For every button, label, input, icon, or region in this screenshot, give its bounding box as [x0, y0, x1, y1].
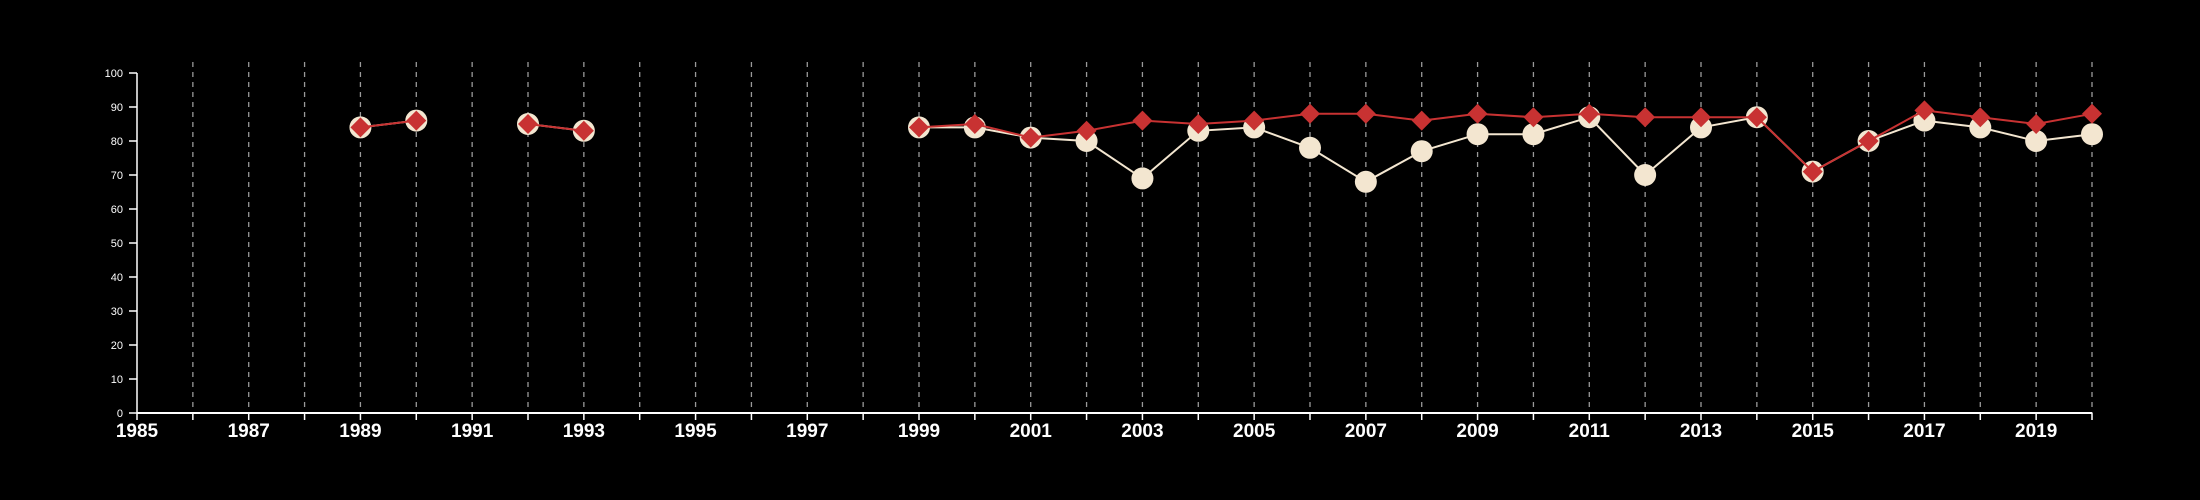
series-2-point — [1076, 120, 1097, 141]
series-2-point — [1635, 107, 1656, 128]
x-tick-label: 2011 — [1569, 421, 1611, 442]
series-2-point — [1244, 110, 1265, 131]
series-1-point — [1075, 130, 1098, 152]
series-2-point — [1746, 107, 1767, 128]
series-2-point — [1411, 110, 1432, 131]
x-tick-label: 2001 — [1010, 421, 1053, 442]
series-2-point — [1858, 131, 1879, 151]
series-2-point — [2082, 103, 2102, 124]
tick-labels: 0 10 20 30 40 50 60 70 80 90 100 1985 1987 1989 1991 19… — [105, 68, 2058, 442]
series-1-point — [2025, 130, 2048, 152]
series-2 — [350, 100, 2102, 182]
x-tick-label: 1995 — [674, 421, 717, 442]
y-tick-label: 90 — [111, 102, 123, 114]
series-2-point — [1579, 103, 1600, 124]
series-1 — [349, 106, 2103, 193]
y-tick-label: 30 — [111, 306, 123, 318]
y-tick-label: 60 — [111, 204, 123, 216]
series-2-point — [1523, 107, 1544, 128]
x-tick-label: 1999 — [898, 421, 940, 442]
series-2-point — [964, 114, 985, 134]
x-tick-label: 1997 — [786, 421, 828, 442]
series-1-point — [1131, 167, 1154, 190]
series-1-point — [1634, 164, 1657, 186]
x-tick-label: 1993 — [563, 421, 605, 442]
x-tick-label: 2017 — [1903, 421, 1945, 442]
series-2-point — [518, 114, 538, 134]
series-2-point — [1188, 114, 1209, 134]
series-2-point — [909, 117, 929, 138]
y-tick-label: 70 — [111, 170, 123, 182]
y-tick-label: 0 — [117, 408, 123, 420]
series-2-point — [1691, 107, 1711, 128]
series-1-point — [1969, 116, 1992, 139]
x-tick-label: 2005 — [1233, 421, 1276, 442]
series-1-point — [1410, 140, 1433, 163]
x-tick-label: 2013 — [1680, 421, 1722, 442]
series-2-point — [406, 110, 427, 131]
series-2-point — [1020, 127, 1041, 148]
x-tick-label: 1989 — [339, 421, 381, 442]
series-2-point — [1970, 107, 1991, 128]
series-2-point — [573, 120, 594, 141]
x-tick-label: 2009 — [1456, 421, 1498, 442]
y-tick-label: 40 — [111, 272, 123, 284]
y-tick-label: 10 — [111, 374, 123, 386]
series-1-point — [1466, 123, 1489, 146]
axes — [129, 72, 2093, 420]
series-2-line — [360, 119, 417, 129]
series-1-point — [1690, 116, 1712, 139]
x-tick-label: 1991 — [451, 421, 494, 442]
x-tick-label: 2019 — [2015, 421, 2057, 442]
series-group — [349, 100, 2103, 193]
series-2-point — [1467, 103, 1488, 124]
series-2-point — [1132, 110, 1153, 131]
series-1-point — [1354, 170, 1377, 193]
y-tick-label: 80 — [111, 136, 123, 148]
x-tick-label: 1987 — [228, 421, 270, 442]
series-1-point — [1299, 136, 1321, 159]
x-tick-label: 2007 — [1345, 421, 1387, 442]
series-2-point — [1300, 103, 1320, 124]
series-1-line — [919, 116, 2093, 183]
y-tick-label: 100 — [105, 68, 123, 80]
series-2-line — [918, 109, 2093, 173]
y-tick-label: 50 — [111, 238, 123, 250]
x-tick-label: 1985 — [116, 421, 159, 442]
y-tick-label: 20 — [111, 340, 123, 352]
vertical-gridlines — [192, 62, 2093, 413]
series-2-point — [1802, 161, 1823, 182]
series-1-point — [1522, 123, 1545, 146]
series-1-point — [2081, 123, 2103, 146]
series-2-point — [1914, 100, 1935, 121]
series-1-point — [1913, 109, 1936, 132]
series-2-point — [2026, 114, 2047, 134]
series-2-line — [527, 123, 584, 132]
series-2-point — [350, 117, 371, 138]
x-tick-label: 2003 — [1121, 421, 1163, 442]
series-2-point — [1355, 103, 1376, 124]
x-tick-label: 2015 — [1792, 421, 1835, 442]
